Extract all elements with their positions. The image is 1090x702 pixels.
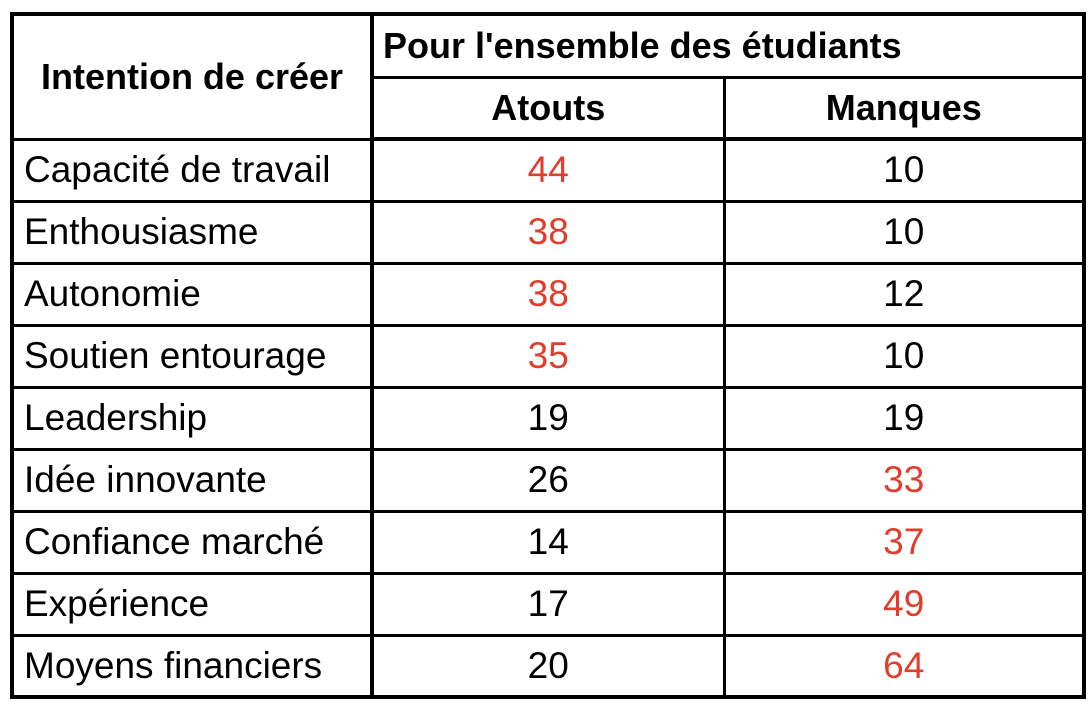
row-label: Enthousiasme: [10, 199, 374, 265]
atouts-value: 26: [370, 447, 726, 513]
corner-header: Intention de créer: [10, 12, 374, 141]
row-label: Autonomie: [10, 261, 374, 327]
atouts-value: 38: [370, 199, 726, 265]
row-label: Idée innovante: [10, 447, 374, 513]
row-label: Moyens financiers: [10, 633, 374, 699]
manques-value: 10: [722, 199, 1086, 265]
table-row: Soutien entourage 35 10: [10, 323, 1086, 389]
row-label: Confiance marché: [10, 509, 374, 575]
group-header-row: Intention de créer Pour l'ensemble des é…: [10, 12, 1086, 141]
manques-value: 12: [722, 261, 1086, 327]
manques-value: 37: [722, 509, 1086, 575]
atouts-value: 17: [370, 571, 726, 637]
column-header-row: Atouts Manques: [12, 76, 1086, 141]
student-intent-table: Intention de créer Pour l'ensemble des é…: [10, 12, 1087, 699]
manques-value: 49: [722, 571, 1086, 637]
table-row: Enthousiasme 38 10: [10, 199, 1086, 265]
manques-value: 64: [722, 633, 1086, 699]
atouts-value: 35: [370, 323, 726, 389]
atouts-value: 44: [370, 137, 726, 203]
column-header-manques: Manques: [722, 76, 1086, 141]
table-row: Confiance marché 14 37: [10, 509, 1086, 575]
row-label: Capacité de travail: [10, 137, 374, 203]
row-label: Soutien entourage: [10, 323, 374, 389]
table-row: Autonomie 38 12: [10, 261, 1086, 327]
column-header-atouts: Atouts: [370, 76, 726, 141]
group-header: Pour l'ensemble des étudiants: [370, 12, 1086, 79]
row-label: Leadership: [10, 385, 374, 451]
table-body: Capacité de travail 44 10 Enthousiasme 3…: [10, 137, 1086, 699]
atouts-value: 14: [370, 509, 726, 575]
table-row: Idée innovante 26 33: [10, 447, 1086, 513]
manques-value: 33: [722, 447, 1086, 513]
row-label: Expérience: [10, 571, 374, 637]
atouts-value: 19: [370, 385, 726, 451]
manques-value: 19: [722, 385, 1086, 451]
table-row: Moyens financiers 20 64: [10, 633, 1086, 699]
table-header: Intention de créer Pour l'ensemble des é…: [10, 12, 1086, 141]
table-row: Expérience 17 49: [10, 571, 1086, 637]
atouts-value: 20: [370, 633, 726, 699]
manques-value: 10: [722, 137, 1086, 203]
manques-value: 10: [722, 323, 1086, 389]
table-row: Capacité de travail 44 10: [10, 137, 1086, 203]
atouts-value: 38: [370, 261, 726, 327]
table-row: Leadership 19 19: [10, 385, 1086, 451]
